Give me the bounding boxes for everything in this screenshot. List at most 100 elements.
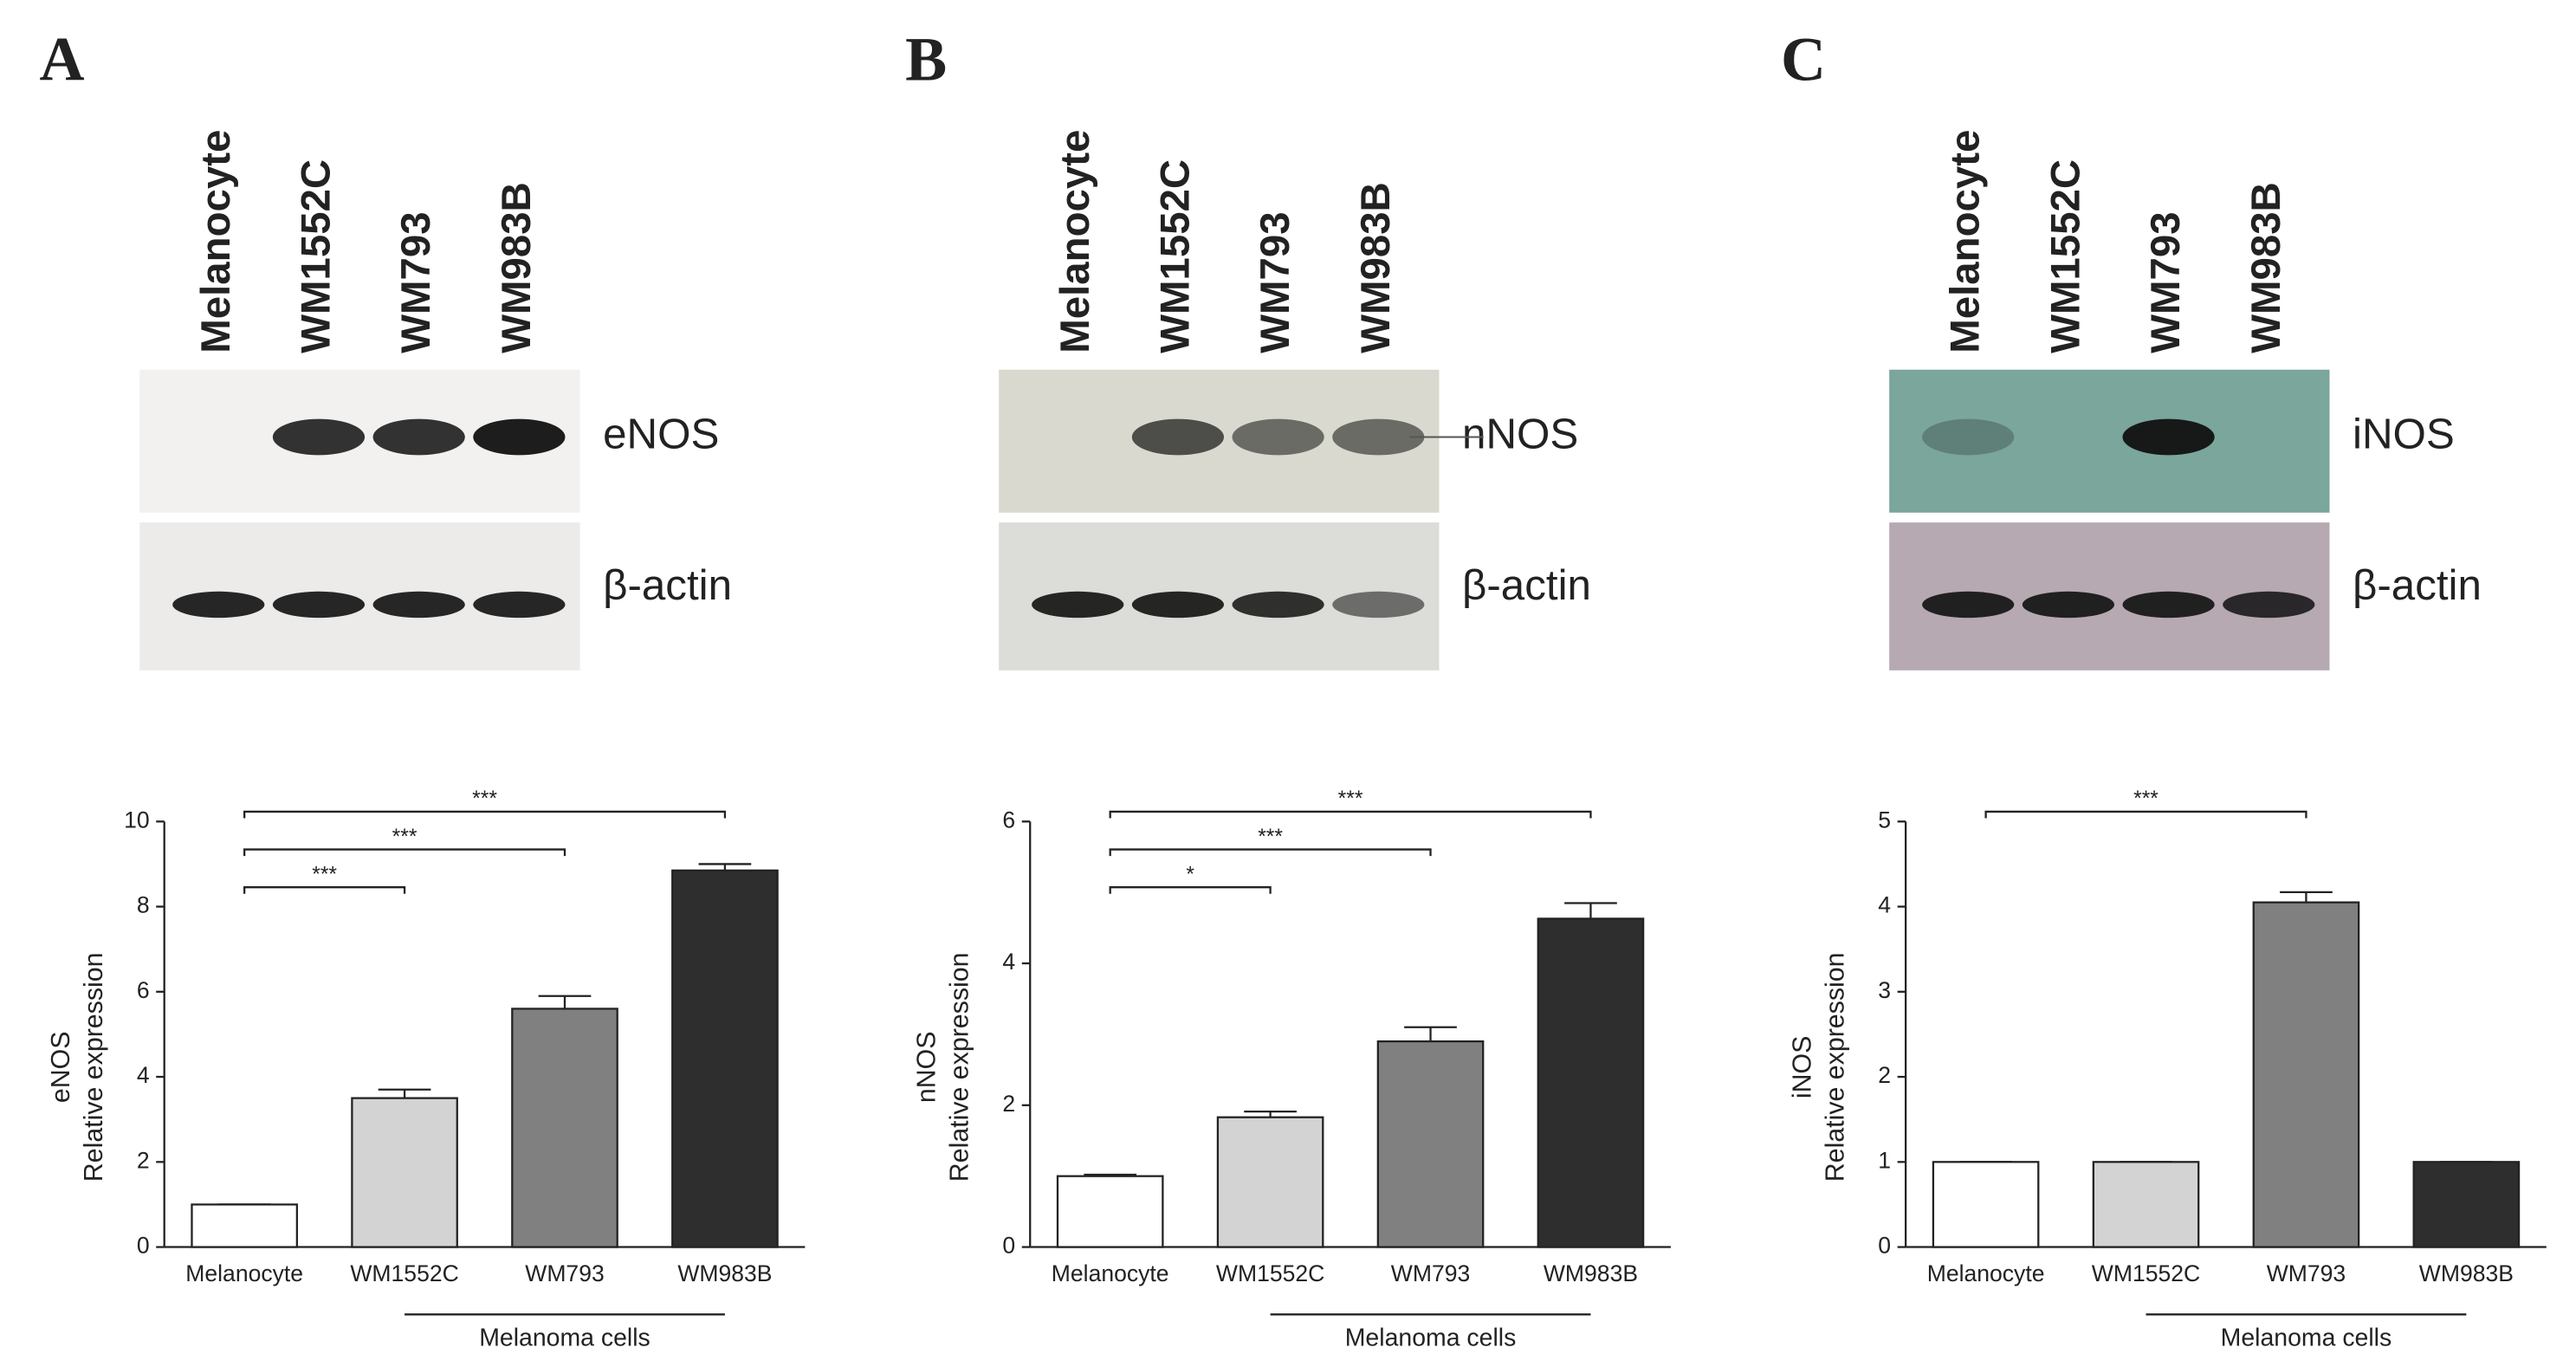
blot-label: eNOS <box>603 411 719 458</box>
bar <box>2092 1161 2200 1248</box>
blot-label: β-actin <box>603 561 732 609</box>
bar <box>2252 901 2360 1248</box>
y-axis-label: Relative expression <box>1821 953 1849 1182</box>
lane-label: Melanocyte <box>1052 130 1098 353</box>
x-tick-label: WM1552C <box>350 1260 458 1286</box>
significance-label: *** <box>472 787 497 811</box>
y-tick-label: 1 <box>1878 1147 1891 1173</box>
x-tick-label: WM1552C <box>1216 1260 1324 1286</box>
lane-label: WM793 <box>393 211 439 353</box>
blot-label: β-actin <box>2353 561 2482 609</box>
lane-label: WM983B <box>2243 182 2289 353</box>
y-tick-label: 8 <box>137 892 150 918</box>
group-label: Melanoma cells <box>479 1324 650 1351</box>
significance-label: *** <box>392 826 417 849</box>
blot-band <box>172 591 265 619</box>
lane-label: WM1552C <box>1152 159 1198 353</box>
significance-bracket <box>243 810 727 819</box>
significance-bracket <box>1109 848 1432 857</box>
y-tick-label: 5 <box>1878 807 1891 833</box>
blot-band <box>1922 418 2015 456</box>
y-tick-label: 4 <box>1878 892 1891 918</box>
group-label: Melanoma cells <box>1345 1324 1517 1351</box>
significance-bracket <box>243 848 566 857</box>
y-tick-label: 4 <box>137 1062 150 1088</box>
significance-label: *** <box>2133 787 2159 811</box>
y-tick-label: 0 <box>1002 1233 1015 1259</box>
bar <box>2412 1161 2521 1248</box>
group-label: Melanoma cells <box>2221 1324 2392 1351</box>
lane-label: WM793 <box>1252 211 1298 353</box>
significance-bracket <box>1109 886 1272 894</box>
y-tick-label: 6 <box>137 977 150 1003</box>
blot-band <box>372 591 465 619</box>
x-tick-label: WM793 <box>2267 1260 2346 1286</box>
bar <box>1932 1161 2040 1248</box>
y-axis-label: nNOS <box>913 1032 942 1104</box>
blot-band <box>272 591 366 619</box>
blot-band <box>1131 591 1225 619</box>
y-tick-label: 10 <box>124 807 150 833</box>
blot-label: nNOS <box>1462 411 1578 458</box>
significance-label: * <box>1186 863 1194 886</box>
y-tick-label: 4 <box>1002 949 1015 975</box>
x-tick-label: WM983B <box>1544 1260 1638 1286</box>
significance-bracket <box>1984 810 2307 819</box>
blot-label: iNOS <box>2353 411 2455 458</box>
bar <box>191 1203 298 1248</box>
y-tick-label: 0 <box>1878 1233 1891 1259</box>
y-axis-label: iNOS <box>1789 1036 1817 1098</box>
blot-band <box>473 591 566 619</box>
blot-band <box>2122 418 2215 456</box>
y-tick-label: 2 <box>137 1147 150 1173</box>
panel-label: B <box>905 24 947 94</box>
x-tick-label: WM983B <box>2419 1260 2514 1286</box>
blot-band <box>1922 591 2015 619</box>
lane-label: WM1552C <box>294 159 340 353</box>
lane-label: WM983B <box>494 182 540 353</box>
x-tick-label: WM1552C <box>2092 1260 2200 1286</box>
blot-band <box>1032 591 1124 619</box>
bar <box>1056 1175 1164 1248</box>
blot-image <box>1889 369 2330 513</box>
blot-band <box>1131 418 1225 456</box>
panel-label: A <box>40 24 85 94</box>
bar <box>511 1007 618 1248</box>
lane-label: WM1552C <box>2042 159 2088 353</box>
blot-band <box>2223 591 2315 619</box>
blot-band <box>372 418 465 456</box>
significance-label: *** <box>312 863 337 886</box>
y-tick-label: 2 <box>1002 1091 1015 1117</box>
blot-band <box>1232 418 1324 456</box>
x-tick-label: WM793 <box>525 1260 604 1286</box>
panel-label: C <box>1781 24 1826 94</box>
x-tick-label: WM793 <box>1391 1260 1470 1286</box>
bar <box>351 1097 458 1248</box>
blot-band <box>1332 418 1425 456</box>
lane-label: WM793 <box>2143 211 2189 353</box>
blot-label: β-actin <box>1462 561 1591 609</box>
blot-band <box>473 418 566 456</box>
y-tick-label: 6 <box>1002 807 1015 833</box>
blot-band <box>272 418 366 456</box>
y-axis-label: eNOS <box>47 1032 75 1104</box>
x-tick-label: WM983B <box>677 1260 772 1286</box>
x-tick-label: Melanocyte <box>1927 1260 2045 1286</box>
significance-label: *** <box>1258 826 1283 849</box>
bar <box>1537 917 1645 1248</box>
significance-bracket <box>243 886 406 894</box>
y-axis-label: Relative expression <box>80 953 108 1182</box>
y-tick-label: 0 <box>137 1233 150 1259</box>
x-tick-label: Melanocyte <box>185 1260 303 1286</box>
significance-label: *** <box>1338 787 1363 811</box>
y-tick-label: 3 <box>1878 977 1891 1003</box>
lane-label: Melanocyte <box>1943 130 1989 353</box>
lane-label: WM983B <box>1353 182 1399 353</box>
blot-band <box>2122 591 2215 619</box>
y-tick-label: 2 <box>1878 1062 1891 1088</box>
lane-label: Melanocyte <box>193 130 239 353</box>
blot-band <box>1332 591 1425 619</box>
bar <box>671 869 779 1248</box>
blot-band <box>1232 591 1324 619</box>
